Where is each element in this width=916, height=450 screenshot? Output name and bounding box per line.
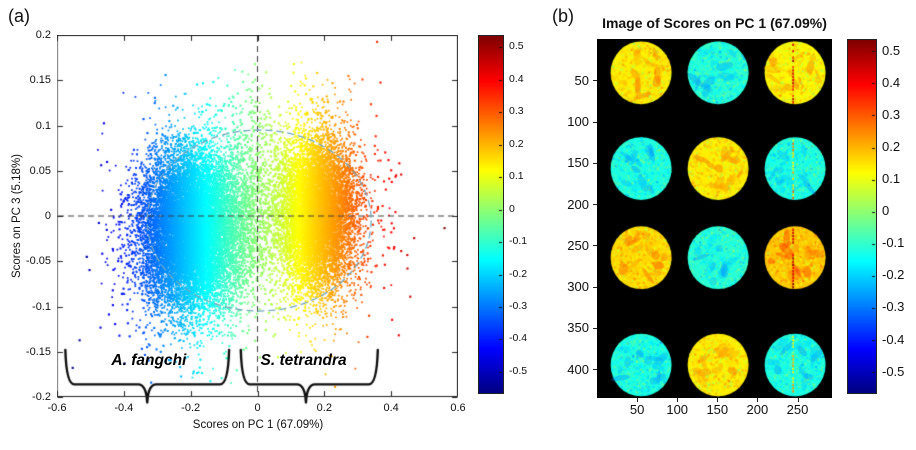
panel-a-colorbar-tick-label: -0.1 (509, 235, 528, 248)
panel-a-y-tick-label: 0.2 (35, 29, 51, 41)
panel-b-x-tick-label: 50 (629, 402, 645, 417)
panel-a-colorbar-tick-label: 0.4 (509, 72, 524, 85)
panel-b-x-tick-mark (757, 398, 759, 402)
panel-a-colorbar-tick-label: -0.2 (509, 267, 528, 280)
panel-b-y-tick-label: 300 (567, 279, 589, 295)
scatter-canvas (57, 35, 458, 407)
panel-a-y-axis-label: Scores on PC 3 (5.18%) (11, 153, 23, 279)
panel-b-x-tick-mark (637, 398, 639, 402)
panel-b-colorbar-tick-label: 0.1 (882, 171, 901, 187)
annotation-s-tetrandra: S. tetrandra (260, 351, 347, 369)
panel-b-colorbar-tick-label: -0.4 (882, 331, 905, 347)
panel-a-colorbar-tick-label: 0.5 (509, 40, 524, 53)
panel-a-y-tick-label: 0 (44, 210, 51, 222)
panel-a-y-tick-label: 0.05 (29, 164, 51, 177)
panel-b-y-tick-label: 150 (567, 155, 589, 171)
panel-a-colorbar-tick-label: -0.3 (509, 299, 528, 312)
panel-a-y-tick-label: 0.1 (35, 119, 51, 132)
panel-b-title: Image of Scores on PC 1 (67.09%) (602, 15, 827, 31)
panel-b-y-tick-label: 250 (567, 237, 589, 253)
panel-b-colorbar-tick-label: -0.3 (882, 299, 905, 315)
panel-b-x-tick-mark (677, 398, 679, 402)
panel-a-colorbar-tick-label: -0.5 (509, 364, 528, 377)
panel-b-tag: (b) (552, 6, 574, 26)
panel-b-colorbar-tick-label: -0.5 (882, 363, 905, 379)
panel-a-colorbar (478, 35, 504, 394)
panel-b-x-tick-label: 100 (666, 402, 689, 417)
panel-b-colorbar-tick-label: -0.2 (882, 267, 905, 283)
panel-b-x-tick-label: 200 (746, 402, 769, 417)
panel-b-colorbar-tick-label: 0.3 (882, 106, 901, 122)
panel-a-y-tick-label: -0.2 (32, 391, 51, 403)
panel-b-x-tick-mark (717, 398, 719, 402)
panel-a-tag: (a) (8, 6, 30, 26)
panel-b-colorbar-tick-label: -0.1 (882, 235, 905, 251)
panel-a-colorbar-tick-label: 0.2 (509, 137, 524, 150)
panel-a-colorbar-tick-label: -0.4 (509, 332, 528, 345)
panel-b-colorbar (847, 39, 877, 394)
panel-a-y-tick-label: -0.05 (25, 255, 51, 268)
score-image-canvas (597, 39, 832, 398)
panel-b-colorbar-tick-label: 0.5 (882, 42, 901, 58)
panel-b-score-image (597, 39, 832, 398)
panel-b-colorbar-tick-label: 0 (882, 203, 890, 219)
panel-a-colorbar-tick-label: 0.3 (509, 105, 524, 118)
panel-a-x-axis-label: Scores on PC 1 (67.09%) (192, 419, 324, 431)
panel-b-y-tick-label: 400 (567, 361, 589, 377)
panel-b-y-tick-label: 350 (567, 320, 589, 336)
panel-b-y-tick-label: 100 (567, 114, 589, 130)
panel-b-y-tick-label: 50 (574, 72, 589, 88)
panel-b-x-tick-mark (797, 398, 799, 402)
panel-b-colorbar-tick-label: 0.4 (882, 74, 901, 90)
panel-b-y-tick-label: 200 (567, 196, 589, 212)
annotation-a-fangchi: A. fangchi (111, 351, 187, 369)
panel-a-y-tick-label: 0.15 (29, 74, 51, 87)
panel-a-y-tick-label: -0.1 (32, 300, 51, 313)
panel-b-x-tick-label: 150 (706, 402, 729, 417)
panel-a-scatter-plot: A. fangchi S. tetrandra (57, 35, 458, 407)
panel-a-colorbar-tick-label: 0 (509, 202, 515, 215)
panel-a-colorbar-tick-label: 0.1 (509, 170, 524, 183)
panel-b-colorbar-tick-label: 0.2 (882, 139, 901, 154)
panel-b-x-tick-label: 250 (786, 402, 809, 417)
panel-a-y-tick-label: -0.15 (25, 345, 51, 358)
